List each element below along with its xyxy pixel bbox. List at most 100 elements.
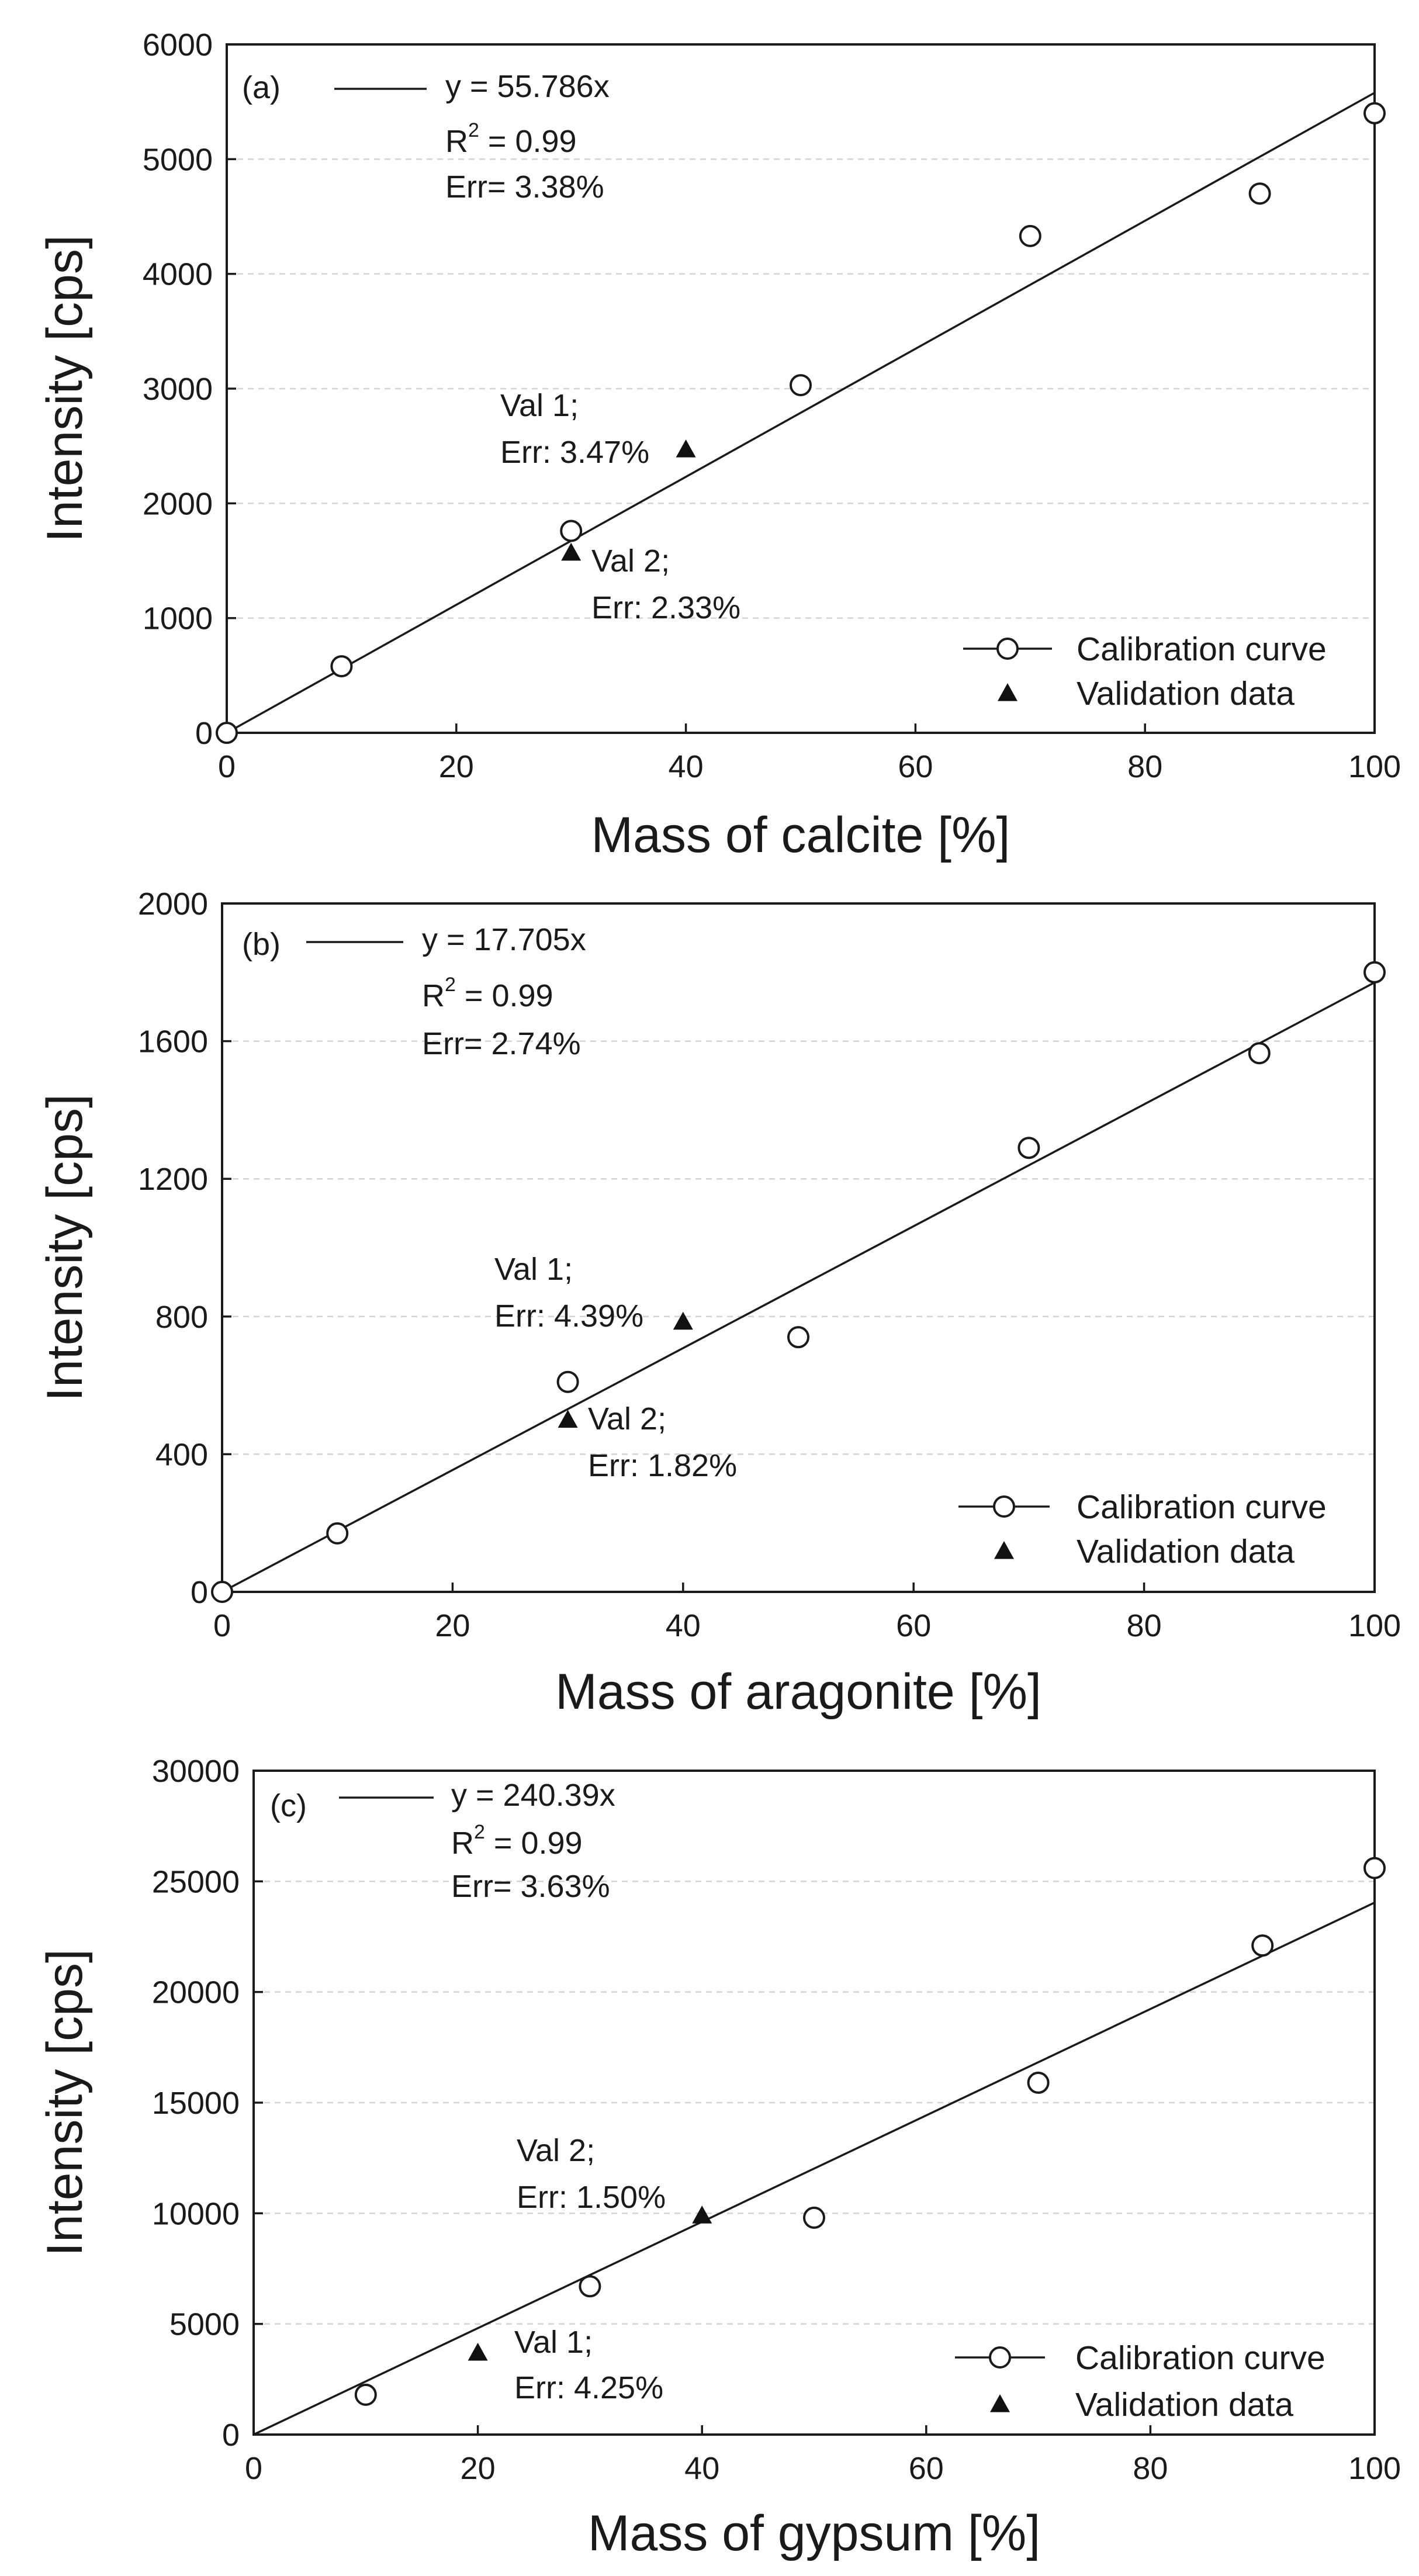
- legend-label: Validation data: [1075, 2386, 1293, 2423]
- calibration-point: [1248, 182, 1271, 205]
- calibration-point: [211, 1581, 233, 1603]
- panel-label: (b): [242, 927, 281, 962]
- x-tick-label: 60: [909, 2451, 944, 2486]
- legend-triangle-marker: [998, 683, 1017, 701]
- calibration-point: [1248, 1042, 1271, 1065]
- y-tick-label: 0: [195, 716, 213, 751]
- fit-line: [226, 92, 1375, 734]
- calibration-point: [216, 722, 238, 744]
- x-tick-label: 80: [1127, 1608, 1162, 1643]
- legend-label: Calibration curve: [1075, 2339, 1325, 2377]
- legend-triangle-marker: [994, 1541, 1014, 1559]
- y-tick-label: 15000: [152, 2086, 240, 2121]
- legend-label: Calibration curve: [1077, 631, 1327, 668]
- calibration-point: [787, 1326, 809, 1349]
- x-tick-label: 0: [245, 2451, 262, 2486]
- y-tick-label: 1200: [138, 1162, 208, 1197]
- calibration-point: [1019, 224, 1041, 247]
- validation-point: [561, 542, 582, 561]
- validation-annotation: Val 2;: [588, 1401, 666, 1436]
- calibration-point: [326, 1522, 349, 1545]
- legend-label: Validation data: [1077, 675, 1295, 712]
- error-text: Err= 3.38%: [445, 169, 604, 205]
- panel-b: 0 400 800 1200 1600 2000 0 20 40 60 80 100 Mass of a…: [37, 887, 1401, 1720]
- validation-annotation: Val 1;: [500, 388, 579, 423]
- y-tick-label: 400: [155, 1437, 208, 1472]
- validation-annotation: Val 2;: [591, 543, 670, 579]
- error-text: Err= 2.74%: [422, 1026, 581, 1061]
- y-tick-label: 1600: [138, 1024, 208, 1060]
- legend: Calibration curve Validation data: [955, 2339, 1325, 2423]
- x-tick-label: 40: [684, 2451, 719, 2486]
- plot-frame: [221, 902, 1376, 1593]
- panel-a: 0 1000 2000 3000 4000 5000 6000 0 20 40 60 80 100 Mas…: [37, 27, 1401, 863]
- x-tick-label: 40: [666, 1608, 701, 1643]
- equation-text: y = 17.705x: [422, 922, 586, 957]
- legend-triangle-marker: [990, 2394, 1010, 2412]
- error-text: Err= 3.63%: [451, 1869, 610, 1904]
- y-tick-label: 30000: [152, 1754, 240, 1789]
- calibration-point: [1027, 2071, 1050, 2094]
- equation-text: y = 55.786x: [445, 69, 610, 104]
- legend-circle-marker: [996, 638, 1019, 660]
- r-squared-text: R2 = 0.99: [422, 974, 553, 1013]
- calibration-point: [560, 520, 583, 542]
- y-tick-label: 5000: [143, 142, 213, 177]
- validation-annotation: Err: 1.82%: [588, 1448, 737, 1483]
- validation-point: [692, 2205, 712, 2224]
- x-tick-label: 40: [669, 749, 704, 784]
- validation-point: [676, 439, 696, 458]
- equation-text: y = 240.39x: [451, 1778, 615, 1813]
- x-axis-title: Mass of calcite [%]: [591, 807, 1010, 863]
- legend-label: Calibration curve: [1077, 1488, 1327, 1526]
- calibration-point: [330, 655, 353, 678]
- y-tick-label: 20000: [152, 1975, 240, 2010]
- y-tick-label: 4000: [143, 257, 213, 292]
- panel-label: (c): [270, 1788, 307, 1823]
- y-tick-label: 10000: [152, 2196, 240, 2231]
- x-tick-label: 60: [898, 749, 933, 784]
- validation-annotation: Err: 4.39%: [494, 1299, 643, 1334]
- y-tick-label: 25000: [152, 1864, 240, 1899]
- y-axis-title: Intensity [cps]: [37, 235, 93, 542]
- x-tick-label: 80: [1127, 749, 1162, 784]
- y-tick-label: 2000: [138, 887, 208, 922]
- validation-annotation: Err: 1.50%: [517, 2180, 666, 2215]
- x-tick-label: 0: [218, 749, 236, 784]
- calibration-point: [579, 2275, 601, 2298]
- validation-annotation: Val 1;: [514, 2325, 593, 2360]
- legend-label: Validation data: [1077, 1533, 1295, 1570]
- x-tick-label: 60: [896, 1608, 931, 1643]
- x-tick-label: 20: [435, 1608, 470, 1643]
- x-tick-label: 80: [1133, 2451, 1168, 2486]
- r-squared-text: R2 = 0.99: [451, 1821, 583, 1861]
- x-tick-label: 20: [461, 2451, 496, 2486]
- y-tick-label: 3000: [143, 372, 213, 407]
- validation-annotation: Err: 3.47%: [500, 435, 649, 470]
- x-tick-label: 0: [213, 1608, 231, 1643]
- calibration-point: [1251, 1934, 1274, 1957]
- y-tick-label: 1000: [143, 601, 213, 636]
- validation-annotation: Err: 2.33%: [591, 590, 740, 625]
- x-tick-label: 100: [1348, 2451, 1401, 2486]
- y-tick-label: 6000: [143, 27, 213, 63]
- y-tick-label: 0: [222, 2418, 240, 2453]
- panel-label: (a): [242, 70, 281, 105]
- calibration-point: [1363, 1857, 1386, 1879]
- calibration-point: [1017, 1137, 1040, 1159]
- legend-circle-marker: [989, 2346, 1011, 2369]
- panel-c: 0 5000 10000 15000 20000 25000 30000 0 20 40 60 80 1…: [37, 1754, 1401, 2561]
- validation-point: [468, 2342, 488, 2361]
- fit-line: [253, 1902, 1375, 2436]
- calibration-point: [790, 374, 812, 397]
- legend: Calibration curve Validation data: [963, 631, 1327, 712]
- validation-annotation: Val 2;: [517, 2133, 595, 2168]
- x-axis-title: Mass of aragonite [%]: [555, 1664, 1041, 1720]
- y-tick-label: 5000: [169, 2307, 240, 2342]
- calibration-point: [803, 2206, 825, 2229]
- validation-annotation: Val 1;: [494, 1252, 573, 1287]
- y-tick-label: 2000: [143, 486, 213, 521]
- y-tick-label: 800: [155, 1300, 208, 1335]
- validation-annotation: Err: 4.25%: [514, 2370, 663, 2405]
